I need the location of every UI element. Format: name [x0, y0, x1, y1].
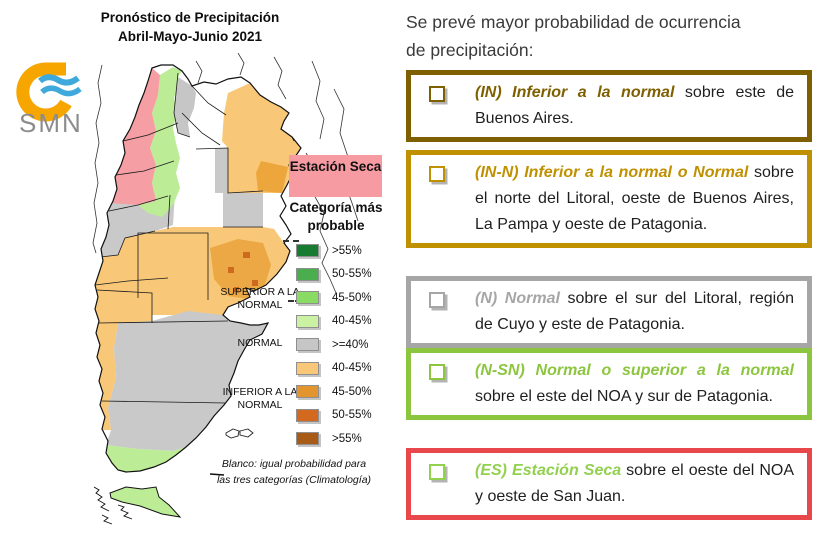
legend-group-superior: SUPERIOR A LA NORMAL — [220, 286, 300, 311]
checkbox-icon — [429, 292, 445, 308]
map-footnote-line2: las tres categorías (Climatología) — [216, 474, 372, 486]
legend-row: >55% — [296, 431, 372, 446]
checkbox-icon — [429, 166, 445, 182]
map-footnote-line1: Blanco: igual probabilidad para — [221, 458, 367, 470]
falkland-islands — [225, 428, 254, 439]
checkbox-icon — [429, 464, 445, 480]
legend-swatch — [296, 408, 319, 422]
legend-row: >=40% — [296, 337, 372, 352]
legend-row: 50-55% — [296, 267, 372, 282]
forecast-item-rest: sobre el este del NOA y sur de Patagonia… — [475, 388, 773, 405]
map-title: Pronóstico de Precipitación Abril-Mayo-J… — [84, 8, 296, 46]
legend-swatch — [296, 385, 319, 398]
logo-swoosh-icon — [16, 62, 72, 122]
forecast-item-rest: sobre el norte del Litoral, oeste de Bue… — [475, 164, 795, 233]
legend-range: 50-55% — [332, 268, 372, 280]
dash-marker — [283, 240, 299, 242]
logo-text: SMN — [19, 108, 83, 138]
smn-logo: SMN — [8, 54, 90, 138]
legend-swatch — [296, 291, 319, 304]
dry-season-label: Estación Seca — [289, 155, 382, 197]
forecast-item-code: (N) Normal — [475, 290, 560, 307]
argentina-map — [92, 53, 359, 525]
province-borders — [95, 72, 295, 404]
forecast-box-es: (ES) Estación Seca sobre el oeste del NO… — [406, 448, 812, 520]
map-footnote: Blanco: igual probabilidad para las tres… — [194, 456, 394, 488]
legend-row: 50-55% — [296, 408, 372, 423]
legend-range: 40-45% — [332, 315, 372, 327]
forecast-box-n-sn: (N-SN) Normal o superior a la normal sob… — [406, 348, 812, 420]
logo-wave-icon — [40, 85, 82, 97]
forecast-header: Se prevé mayor probabilidad de ocurrenci… — [406, 8, 816, 64]
forecast-box-n: (N) Normal sobre el sur del Litoral, reg… — [406, 276, 812, 348]
map-title-line2: Abril-Mayo-Junio 2021 — [117, 29, 263, 44]
forecast-item-text: (N) Normal sobre el sur del Litoral, reg… — [475, 286, 794, 338]
legend-row: 45-50% — [296, 384, 372, 399]
legend-row: 40-45% — [296, 314, 372, 329]
forecast-item-code: (IN-N) Inferior a la normal o Normal — [475, 164, 749, 181]
forecast-item-text: (IN-N) Inferior a la normal o Normal sob… — [475, 160, 794, 238]
forecast-item-text: (IN) Inferior a la normal sobre este de … — [475, 80, 794, 132]
legend-row: 40-45% — [296, 361, 372, 376]
tierra-del-fuego — [93, 473, 225, 525]
forecast-item-code: (IN) Inferior a la normal — [475, 84, 675, 101]
legend-range: 45-50% — [332, 385, 372, 398]
legend-swatch — [296, 432, 319, 445]
map-title-line1: Pronóstico de Precipitación — [100, 10, 280, 25]
checkbox-icon — [429, 364, 445, 380]
argentina-outline — [94, 64, 302, 473]
checkbox-icon — [429, 86, 445, 102]
forecast-item-rest: sobre el oeste del NOA y oeste de San Ju… — [475, 462, 794, 505]
legend-row: 45-50% — [296, 290, 372, 305]
forecast-item-text: (N-SN) Normal o superior a la normal sob… — [475, 358, 794, 410]
legend-title: Categoría más probable — [289, 200, 383, 233]
legend-range: 50-55% — [332, 409, 372, 421]
legend-range: 40-45% — [332, 362, 372, 374]
legend-swatch — [296, 267, 319, 281]
legend-row: >55% — [296, 243, 372, 258]
legend-range: 45-50% — [332, 291, 372, 304]
forecast-header-line1: Se prevé mayor probabilidad de ocurrenci… — [406, 12, 741, 32]
forecast-item-code: (ES) Estación Seca — [475, 462, 622, 479]
legend-swatch — [296, 338, 319, 351]
logo-wave-icon — [38, 74, 80, 86]
legend-group-normal: NORMAL — [237, 337, 283, 349]
forecast-box-in: (IN) Inferior a la normal sobre este de … — [406, 70, 812, 142]
forecast-item-rest: sobre este de Buenos Aires. — [475, 84, 794, 127]
forecast-box-in-n: (IN-N) Inferior a la normal o Normal sob… — [406, 150, 812, 248]
legend-range: >55% — [332, 432, 362, 445]
legend-range: >=40% — [332, 338, 369, 351]
forecast-item-rest: sobre el sur del Litoral, región de Cuyo… — [475, 290, 794, 333]
forecast-item-code: (N-SN) Normal o superior a la normal — [475, 362, 794, 379]
legend-range: >55% — [332, 244, 362, 257]
legend-group-inferior: INFERIOR A LA NORMAL — [222, 386, 298, 411]
legend-swatch — [296, 361, 319, 375]
forecast-item-text: (ES) Estación Seca sobre el oeste del NO… — [475, 458, 794, 510]
legend-swatch — [296, 314, 319, 328]
legend-swatch — [296, 244, 319, 257]
forecast-header-line2: de precipitación: — [406, 40, 534, 60]
legend: >55% 50-55% 45-50% 40-45% >=40% 40-45% 4… — [296, 243, 372, 455]
